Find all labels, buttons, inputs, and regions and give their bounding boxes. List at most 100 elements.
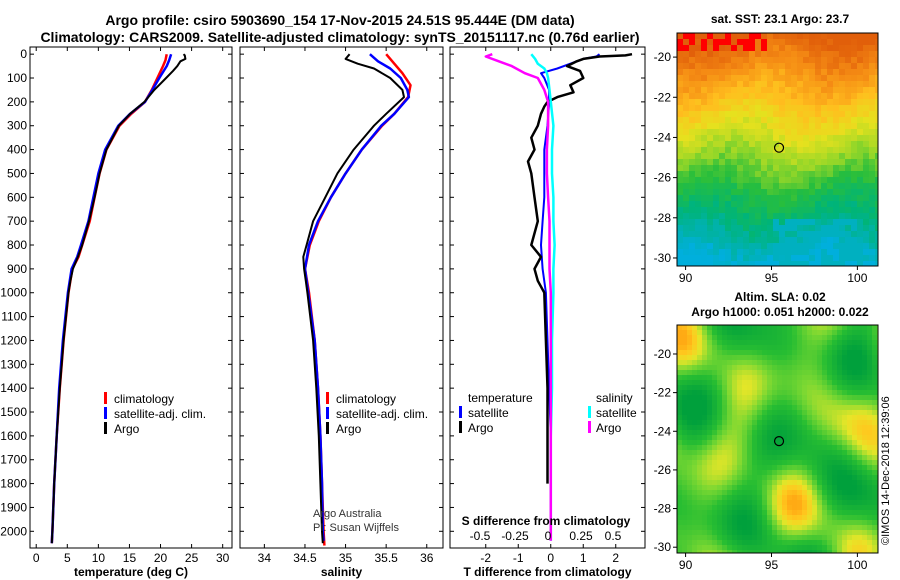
- map-cell: [762, 355, 768, 361]
- map-cell: [787, 430, 793, 436]
- map-cell: [817, 335, 823, 341]
- map-cell: [757, 335, 763, 341]
- map-cell: [833, 39, 840, 46]
- map-cell: [692, 485, 698, 491]
- map-cell: [722, 520, 728, 526]
- map-cell: [867, 370, 873, 376]
- map-cell: [875, 195, 879, 202]
- lon-tick-label: 95: [765, 271, 779, 285]
- map-cell: [872, 395, 878, 401]
- map-cell: [752, 365, 758, 371]
- map-cell: [857, 445, 863, 451]
- map-cell: [867, 545, 873, 551]
- map-cell: [851, 219, 858, 226]
- map-cell: [707, 45, 714, 52]
- map-cell: [752, 375, 758, 381]
- map-cell: [752, 400, 758, 406]
- map-cell: [701, 261, 708, 267]
- map-cell: [857, 135, 864, 142]
- map-cell: [717, 435, 723, 441]
- map-cell: [682, 550, 688, 554]
- map-cell: [737, 340, 743, 346]
- map-cell: [791, 99, 798, 106]
- map-cell: [722, 545, 728, 551]
- map-cell: [719, 189, 726, 196]
- map-cell: [731, 177, 738, 184]
- map-cell: [767, 330, 773, 336]
- map-cell: [821, 249, 828, 256]
- map-cell: [755, 207, 762, 214]
- map-cell: [802, 525, 808, 531]
- map-cell: [757, 505, 763, 511]
- map-cell: [862, 445, 868, 451]
- map-cell: [752, 355, 758, 361]
- map-cell: [731, 255, 738, 262]
- map-cell: [827, 117, 834, 124]
- map-cell: [863, 111, 870, 118]
- map-cell: [802, 510, 808, 516]
- map-cell: [712, 415, 718, 421]
- map-cell: [742, 400, 748, 406]
- map-cell: [713, 111, 720, 118]
- map-cell: [779, 231, 786, 238]
- map-cell: [767, 390, 773, 396]
- map-cell: [779, 51, 786, 58]
- map-cell: [731, 201, 738, 208]
- map-cell: [857, 231, 864, 238]
- map-cell: [727, 510, 733, 516]
- map-cell: [777, 385, 783, 391]
- map-cell: [727, 550, 733, 554]
- legend-t-argo-label: Argo: [468, 421, 494, 435]
- map-cell: [857, 350, 863, 356]
- sst-panel-title: sat. SST: 23.1 Argo: 23.7: [710, 12, 850, 26]
- map-cell: [807, 335, 813, 341]
- map-cell: [701, 117, 708, 124]
- map-cell: [867, 535, 873, 541]
- map-cell: [792, 460, 798, 466]
- map-cell: [821, 39, 828, 46]
- map-cell: [782, 325, 788, 331]
- map-cell: [682, 470, 688, 476]
- map-cell: [851, 39, 858, 46]
- map-cell: [737, 159, 744, 166]
- map-cell: [727, 440, 733, 446]
- map-cell: [692, 545, 698, 551]
- map-cell: [743, 171, 750, 178]
- map-cell: [687, 390, 693, 396]
- map-cell: [762, 365, 768, 371]
- map-cell: [732, 505, 738, 511]
- map-cell: [719, 177, 726, 184]
- map-cell: [767, 430, 773, 436]
- map-cell: [779, 153, 786, 160]
- map-cell: [727, 445, 733, 451]
- map-cell: [767, 540, 773, 546]
- map-cell: [707, 445, 713, 451]
- map-cell: [872, 435, 878, 441]
- map-cell: [697, 440, 703, 446]
- map-cell: [701, 225, 708, 232]
- map-cell: [682, 530, 688, 536]
- map-cell: [737, 490, 743, 496]
- map-cell: [737, 515, 743, 521]
- map-cell: [722, 535, 728, 541]
- map-cell: [827, 350, 833, 356]
- map-cell: [727, 495, 733, 501]
- map-cell: [837, 540, 843, 546]
- map-cell: [702, 465, 708, 471]
- map-cell: [802, 500, 808, 506]
- map-cell: [695, 225, 702, 232]
- map-cell: [692, 365, 698, 371]
- map-cell: [757, 405, 763, 411]
- map-cell: [773, 207, 780, 214]
- map-cell: [772, 330, 778, 336]
- map-cell: [779, 261, 786, 267]
- map-cell: [875, 201, 879, 208]
- map-cell: [857, 225, 864, 232]
- map-cell: [743, 39, 750, 46]
- map-cell: [767, 505, 773, 511]
- map-cell: [773, 63, 780, 70]
- map-cell: [677, 207, 684, 214]
- map-cell: [719, 99, 726, 106]
- map-cell: [773, 153, 780, 160]
